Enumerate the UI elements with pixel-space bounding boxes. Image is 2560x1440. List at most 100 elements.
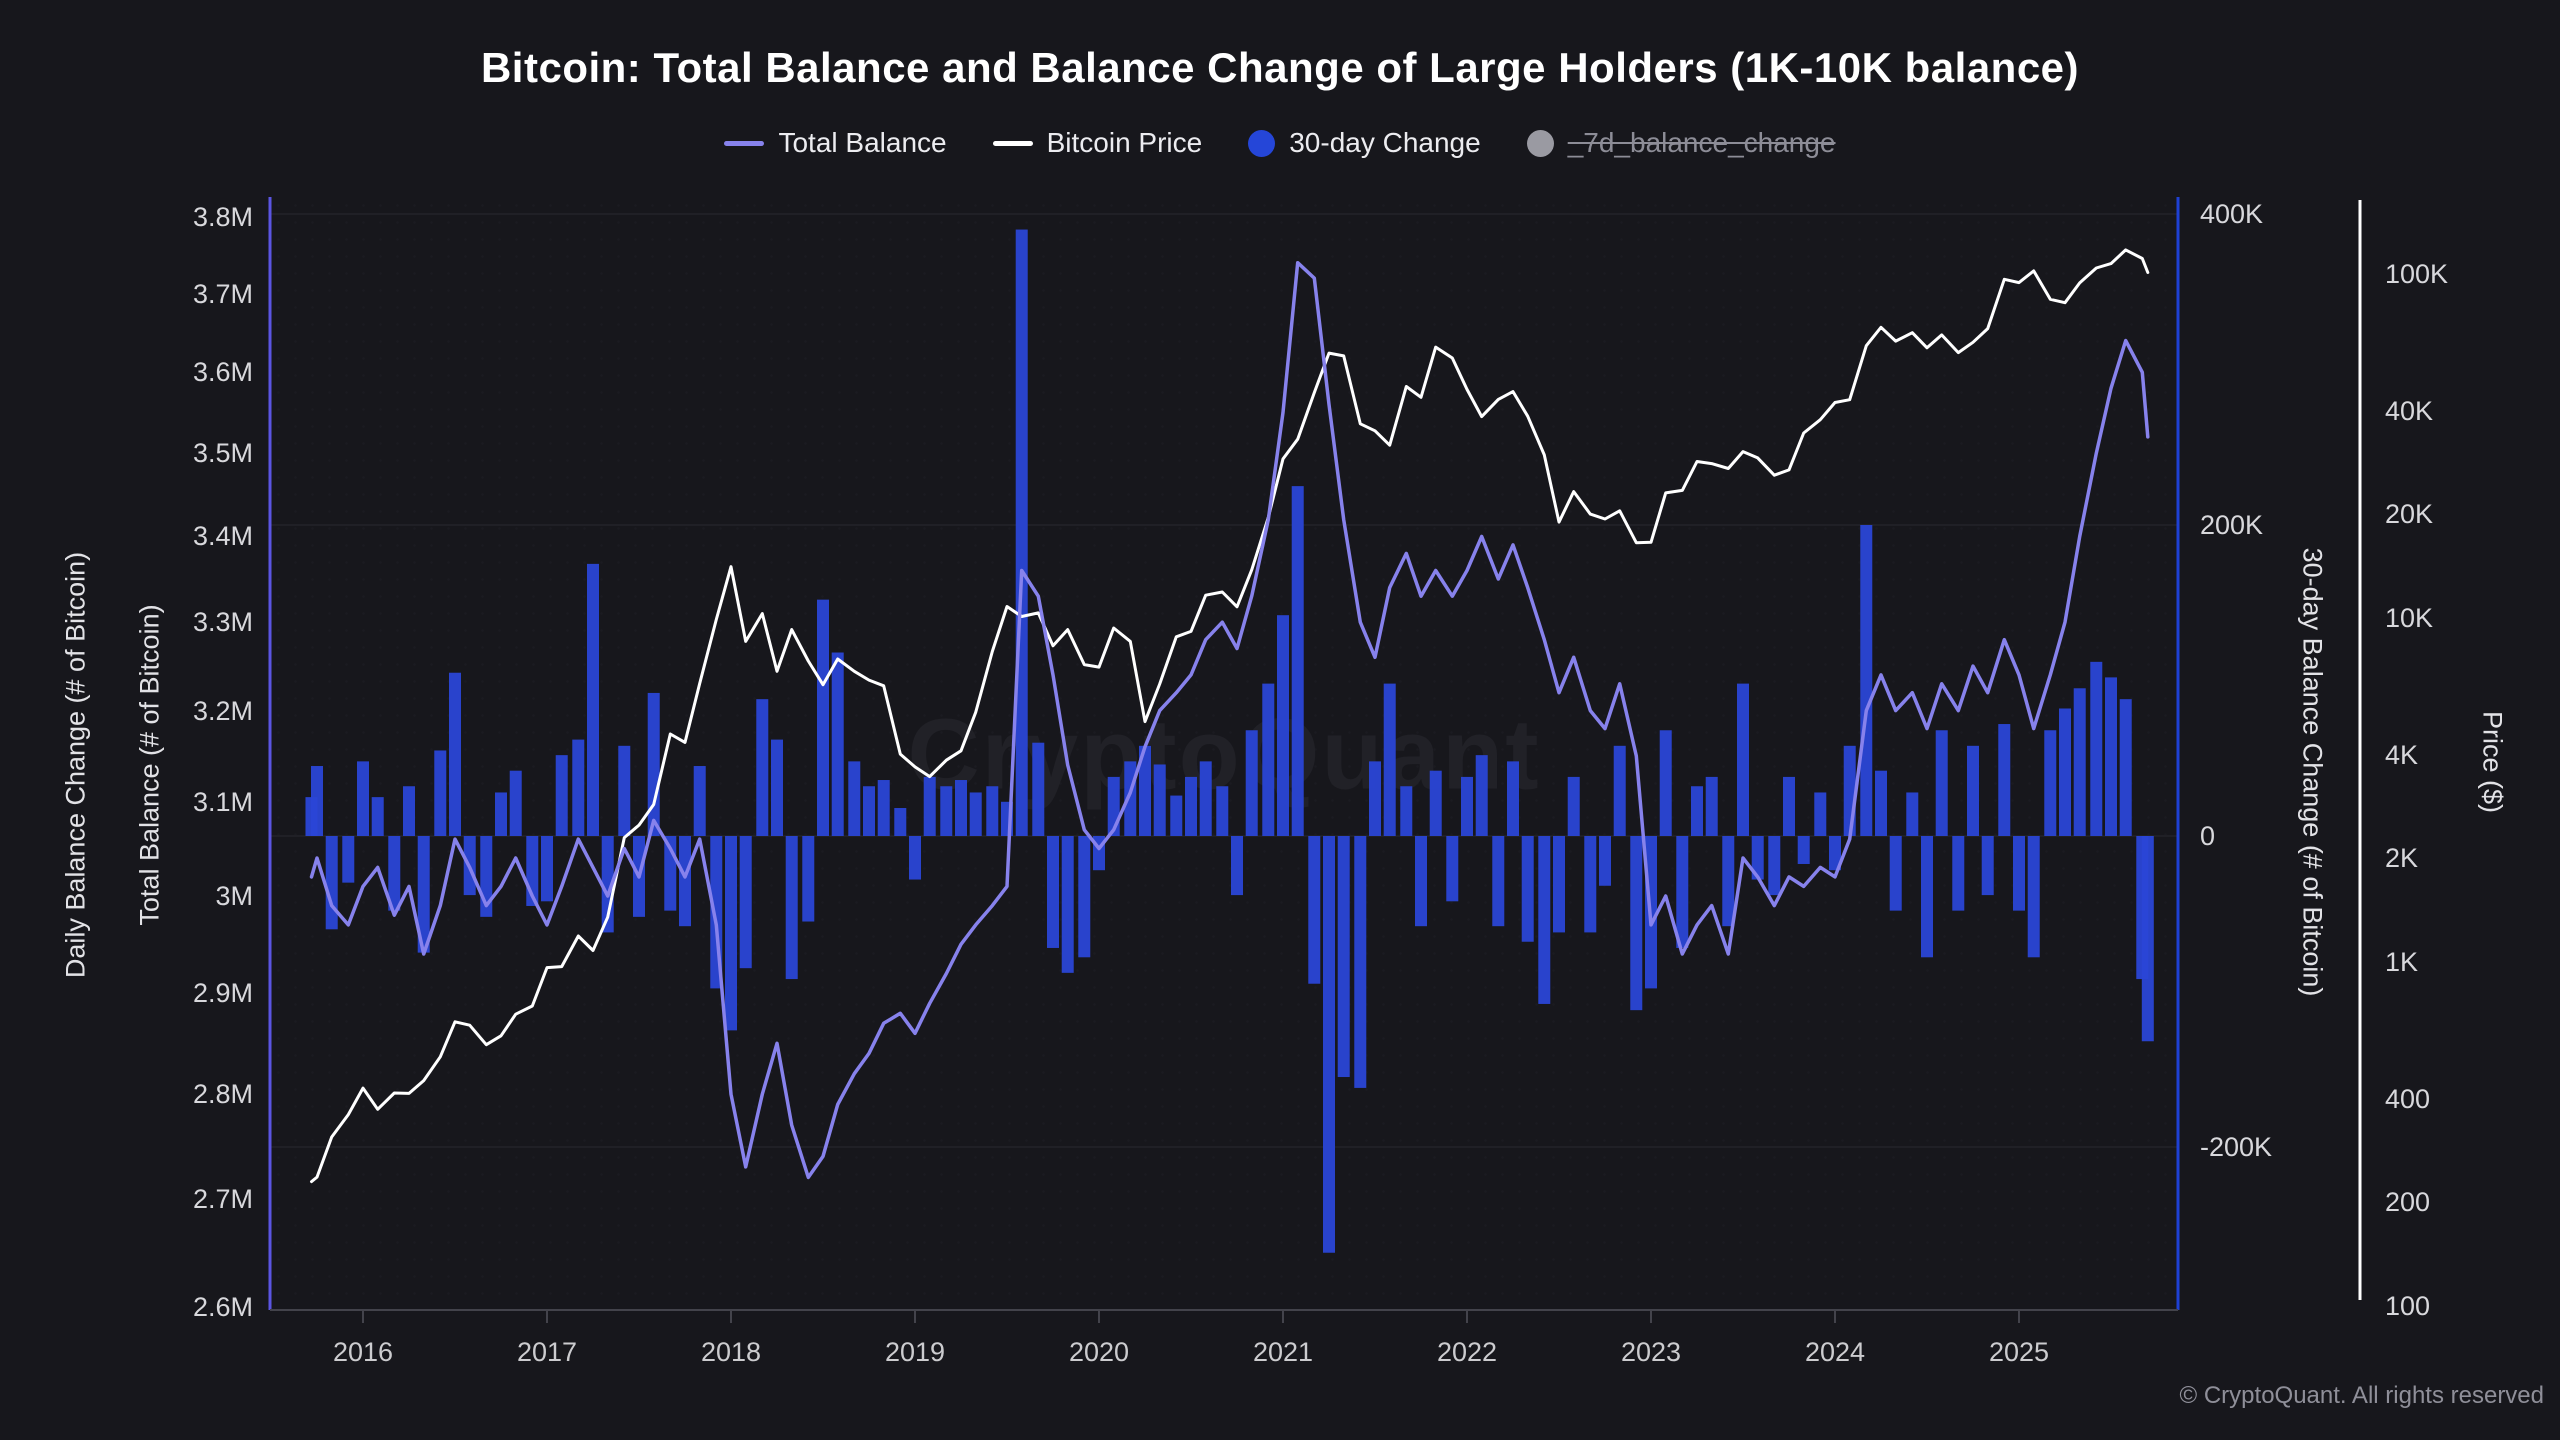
change-bar (1860, 525, 1873, 836)
change-bar (311, 766, 323, 836)
price-tick-label: 20K (2385, 499, 2434, 530)
price-tick-label: 400 (2385, 1083, 2431, 1114)
change-bar (1998, 724, 2011, 836)
legend-item-7d-balance-change[interactable]: _7d_balance_change (1526, 127, 1836, 159)
change-bar (1814, 792, 1827, 836)
change-bar (1354, 836, 1367, 1088)
change-bar (342, 836, 355, 883)
change-bar (1768, 836, 1781, 896)
change-bar (1584, 836, 1597, 933)
year-tick-label: 2024 (1804, 1337, 1866, 1367)
change-bar (955, 780, 967, 836)
legend-item-bitcoin-price[interactable]: Bitcoin Price (992, 127, 1203, 159)
balance-tick-label: 3.8M (192, 202, 253, 232)
change-bar (1737, 683, 1749, 836)
change-bar (1783, 776, 1795, 836)
balance-tick-label: 3.5M (192, 438, 253, 469)
legend-item-total-balance[interactable]: Total Balance (724, 127, 947, 159)
year-tick-label: 2017 (516, 1337, 578, 1367)
change-tick-label: 400K (2200, 199, 2264, 229)
legend-label-bitcoin-price: Bitcoin Price (1046, 127, 1203, 158)
change-bar (785, 836, 798, 980)
change-bar (940, 786, 953, 836)
change-bar (1507, 761, 1519, 836)
change-bar (1751, 836, 1764, 880)
change-bar (357, 761, 369, 836)
change-bar (1047, 836, 1059, 948)
change-bar (1216, 786, 1229, 836)
year-tick-label: 2018 (700, 1337, 762, 1367)
change-bar (923, 776, 936, 836)
change-bar (1553, 836, 1565, 933)
change-bar (572, 739, 585, 836)
legend-item-30-day-change[interactable]: 30-day Change (1248, 127, 1481, 159)
change-bar (388, 836, 401, 911)
change-bar (541, 836, 553, 902)
legend: Total Balance Bitcoin Price 30-day Chang… (0, 122, 2560, 164)
total-balance-line-swatch (724, 140, 765, 146)
price-tick-label: 100 (2385, 1291, 2431, 1321)
change-bar (1921, 836, 1933, 958)
balance-tick-label: 3M (215, 881, 253, 911)
change-bar (1308, 836, 1321, 984)
change-dot-swatch (1248, 129, 1276, 157)
page-title: Bitcoin: Total Balance and Balance Chang… (480, 44, 2080, 91)
bitcoin-price-line (310, 248, 2150, 1184)
change-bar (1659, 730, 1672, 836)
change-bar (587, 563, 599, 836)
change-bar (1613, 745, 1626, 836)
year-tick-label: 2020 (1068, 1337, 1130, 1367)
change-bar (1170, 795, 1183, 836)
change-bar (1337, 836, 1350, 1078)
price-tick-label: 4K (2385, 739, 2419, 770)
change-bar (1843, 745, 1856, 836)
change-tick-label: -200K (2200, 1132, 2273, 1162)
balance-tick-label: 3.6M (192, 357, 253, 388)
change-bar (739, 836, 752, 969)
copyright-notice: © CryptoQuant. All rights reserved (2179, 1382, 2545, 1409)
price-tick-label: 2K (2385, 843, 2419, 874)
change-bar (725, 836, 737, 1031)
change-bar (371, 797, 384, 836)
change-bar (1952, 836, 1965, 911)
change-bar (802, 836, 815, 922)
change-bar (403, 786, 415, 836)
change-tick-label: 200K (2200, 510, 2264, 540)
balance-tick-label: 2.9M (192, 978, 253, 1009)
change-bar (1722, 836, 1735, 927)
change-bar (1676, 836, 1689, 948)
change-bar (2090, 661, 2103, 836)
balance-tick-label: 3.1M (192, 786, 253, 817)
change-bar (1691, 786, 1703, 836)
total-balance-line (309, 260, 2150, 1180)
change-bar (2119, 699, 2132, 836)
change-bar (909, 836, 921, 880)
change-bar (1475, 755, 1488, 836)
change-bar (449, 672, 461, 836)
year-tick-label: 2025 (1988, 1337, 2050, 1367)
price-tick-label: 200 (2385, 1187, 2431, 1218)
year-tick-label: 2016 (332, 1337, 394, 1367)
year-tick-label: 2021 (1252, 1337, 1314, 1367)
change-bar (2059, 708, 2071, 836)
change-bar (2105, 677, 2117, 836)
change-bar (1889, 836, 1902, 911)
change-bar (1935, 730, 1948, 836)
change-bar (679, 836, 691, 927)
change-bar (756, 699, 769, 836)
change-bar (1199, 761, 1212, 836)
change-bar (434, 750, 447, 836)
change-bar (969, 792, 982, 836)
change-bar (1277, 615, 1289, 836)
price-tick-label: 10K (2385, 603, 2434, 633)
change-bar (2044, 730, 2057, 836)
change-bar (1429, 770, 1442, 836)
change-tick-label: 0 (2200, 821, 2216, 851)
balance-tick-label: 3.4M (192, 521, 253, 552)
change-bar (495, 792, 507, 836)
balance-tick-label: 3.7M (192, 278, 253, 309)
change-bar (1829, 836, 1841, 871)
change-bar (1967, 745, 1979, 836)
